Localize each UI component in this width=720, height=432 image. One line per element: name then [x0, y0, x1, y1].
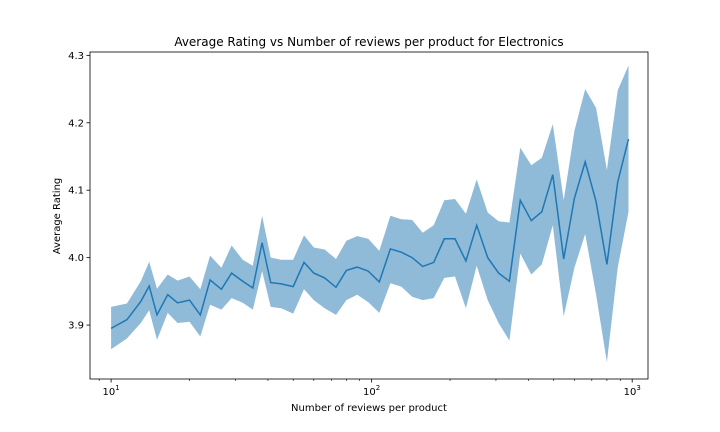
mean-rating-line: [110, 138, 630, 330]
confidence-band: [111, 65, 629, 363]
x-axis-label: Number of reviews per product: [291, 403, 447, 414]
y-axis-label: Average Rating: [52, 178, 63, 254]
y-tick-label: 4.0: [68, 253, 84, 264]
x-tick-label: 103: [624, 384, 641, 398]
x-tick-label: 102: [363, 384, 380, 398]
y-tick-label: 4.2: [68, 118, 84, 129]
x-axis: 101 102 103: [98, 379, 641, 398]
y-tick-label: 3.9: [68, 321, 84, 332]
y-axis: 3.9 4.0 4.1 4.2 4.3: [68, 51, 90, 332]
y-tick-label: 4.3: [68, 51, 84, 62]
y-tick-label: 4.1: [68, 186, 84, 197]
plot-frame: [89, 51, 649, 380]
chart-title: Average Rating vs Number of reviews per …: [174, 35, 563, 49]
plot-area-border: [89, 51, 649, 380]
x-tick-label: 101: [102, 384, 119, 398]
